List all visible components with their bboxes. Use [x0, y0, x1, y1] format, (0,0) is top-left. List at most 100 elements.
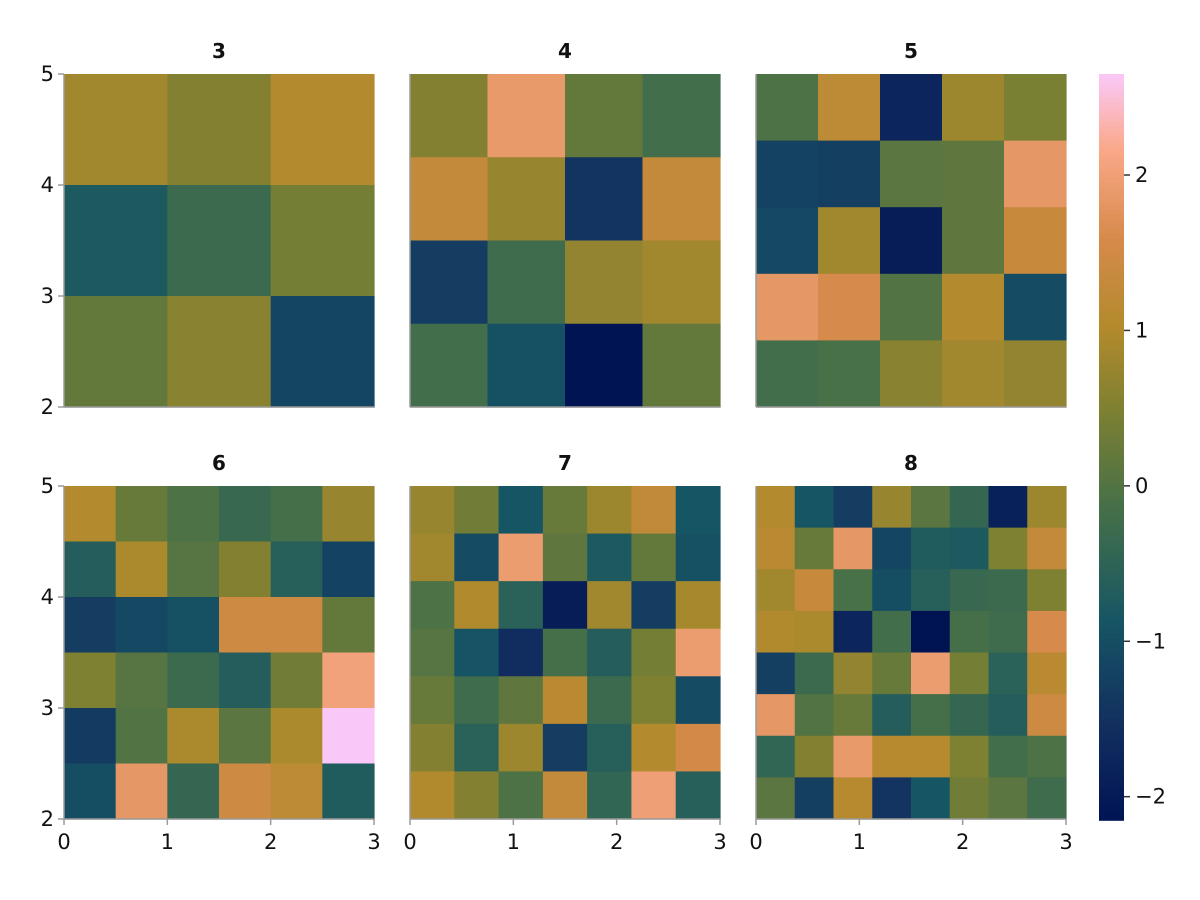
colorbar-segment — [1099, 451, 1124, 458]
colorbar-segment — [1099, 796, 1124, 803]
colorbar-segment — [1099, 675, 1124, 681]
heatmap-cell — [454, 581, 500, 630]
heatmap-cell — [631, 533, 677, 582]
heatmap-cell — [872, 527, 912, 570]
heatmap-cell — [794, 652, 835, 695]
heatmap-cell — [498, 486, 544, 535]
heatmap-cell — [115, 652, 168, 709]
heatmap-cell — [270, 541, 323, 598]
heatmap-cell — [542, 486, 588, 535]
colorbar-segment — [1099, 363, 1124, 369]
heatmap-cell — [498, 771, 544, 820]
heatmap-cell — [1004, 74, 1067, 142]
heatmap-cell — [270, 74, 375, 186]
heatmap-cell — [675, 723, 721, 773]
colorbar-segment — [1099, 213, 1124, 220]
colorbar-segment — [1099, 302, 1124, 308]
colorbar-segment — [1099, 507, 1124, 514]
colorbar-segment — [1099, 512, 1124, 518]
colorbar-segment — [1099, 731, 1124, 737]
x-tick-label: 0 — [57, 830, 70, 854]
colorbar-segment — [1099, 288, 1124, 294]
heatmap-cell — [949, 777, 990, 820]
heatmap-cell — [410, 157, 489, 242]
colorbar-segment — [1099, 456, 1124, 462]
heatmap-cell — [756, 486, 796, 529]
heatmap-cell — [675, 771, 721, 820]
heatmap-cell — [167, 486, 220, 543]
heatmap-cell — [270, 185, 375, 297]
heatmap-cell — [167, 708, 220, 765]
colorbar-segment — [1099, 423, 1124, 430]
heatmap-cell — [542, 771, 588, 820]
heatmap-cell — [818, 273, 881, 341]
heatmap-cell — [1027, 735, 1067, 778]
colorbar-segment — [1099, 488, 1124, 495]
heatmap-cell — [410, 323, 489, 408]
colorbar-segment — [1099, 120, 1124, 127]
colorbar-segment — [1099, 806, 1124, 812]
heatmap-cell — [454, 771, 500, 820]
colorbar-segment — [1099, 325, 1124, 332]
colorbar-segment — [1099, 642, 1124, 649]
heatmap-cell — [115, 763, 168, 820]
heatmap-cell — [219, 652, 272, 709]
heatmap-cell — [988, 610, 1028, 654]
colorbar-segment — [1099, 614, 1124, 621]
colorbar-segment — [1099, 190, 1124, 197]
colorbar-segment — [1099, 535, 1124, 542]
heatmap-cell — [675, 676, 721, 725]
colorbar-segment — [1099, 339, 1124, 346]
heatmap-cell — [64, 296, 168, 408]
heatmap-cell — [794, 527, 835, 570]
colorbar-segment — [1099, 502, 1124, 509]
colorbar-segment — [1099, 349, 1124, 355]
heatmap-cell — [911, 610, 951, 654]
heatmap-cell — [833, 527, 873, 570]
heatmap-cell — [115, 541, 168, 598]
colorbar-segment — [1099, 78, 1124, 85]
colorbar-segment — [1099, 139, 1124, 145]
heatmap-panel-4: 4 — [409, 39, 721, 408]
colorbar-tick-label: 0 — [1135, 474, 1148, 498]
colorbar-segment — [1099, 619, 1124, 625]
colorbar-segment — [1099, 670, 1124, 677]
colorbar-segment — [1099, 801, 1124, 807]
heatmap-panel-5: 5 — [755, 39, 1067, 408]
heatmap-cell — [631, 628, 677, 677]
colorbar-segment — [1099, 92, 1124, 99]
colorbar-segment — [1099, 223, 1124, 229]
heatmap-cell — [756, 273, 819, 341]
heatmap-cell — [988, 694, 1028, 737]
colorbar-segment — [1099, 87, 1124, 94]
colorbar-segment — [1099, 521, 1124, 528]
heatmap-panel-3: 3 2 3 4 5 — [41, 39, 375, 419]
heatmap-cell — [833, 694, 873, 737]
heatmap-cell — [642, 74, 721, 158]
colorbar-segment — [1099, 591, 1124, 597]
heatmap-cell — [410, 771, 455, 820]
heatmap-cell — [270, 763, 323, 820]
colorbar-segment — [1099, 633, 1124, 639]
heatmap-cell — [587, 486, 633, 535]
colorbar-segment — [1099, 134, 1124, 141]
heatmap-cell — [988, 569, 1028, 612]
heatmap-cell — [880, 340, 943, 408]
heatmap-cell — [988, 735, 1028, 778]
heatmap-cell — [542, 628, 588, 677]
colorbar-segment — [1099, 768, 1124, 775]
heatmap-cell — [410, 533, 455, 582]
colorbar-segment — [1099, 577, 1124, 584]
heatmap-cell — [454, 486, 500, 535]
heatmap-panel-8: 8 0 1 2 3 — [749, 451, 1072, 854]
colorbar-segment — [1099, 778, 1124, 784]
colorbar-segment — [1099, 143, 1124, 150]
colorbar-segment — [1099, 736, 1124, 742]
heatmap-cell — [794, 610, 835, 654]
colorbar-segment — [1099, 717, 1124, 723]
heatmap-cell — [794, 735, 835, 778]
heatmap-cell — [756, 207, 819, 275]
colorbar-segment — [1099, 297, 1124, 304]
heatmap-cell — [833, 569, 873, 612]
colorbar-segment — [1099, 111, 1124, 117]
